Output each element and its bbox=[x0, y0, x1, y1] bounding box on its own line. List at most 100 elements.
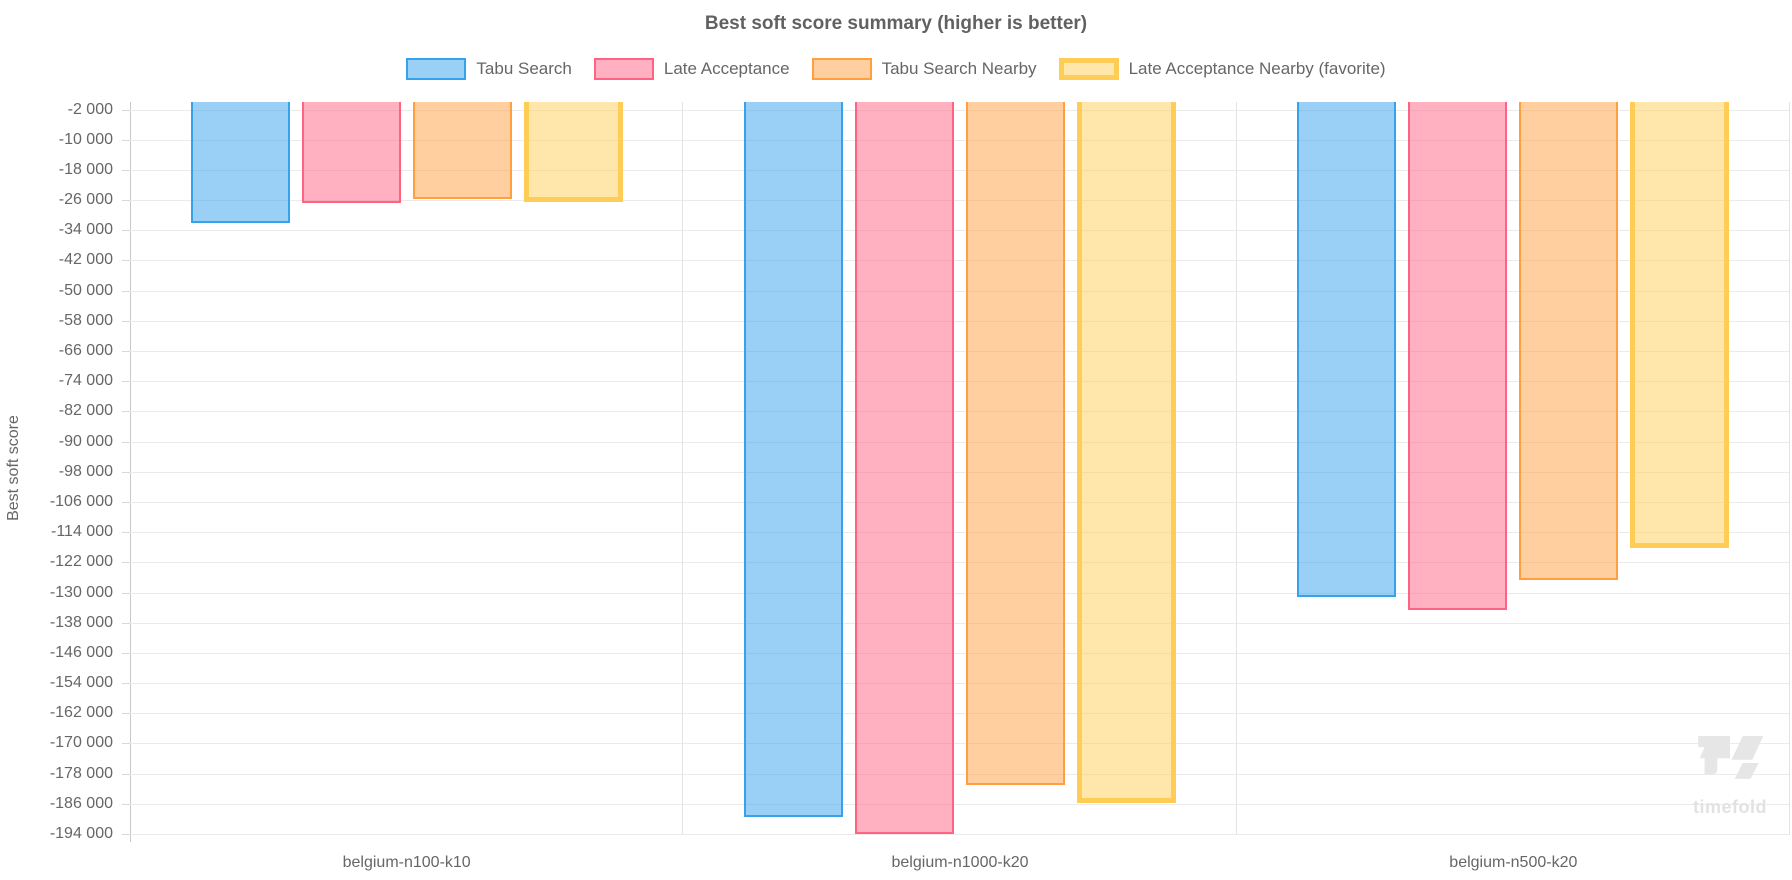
y-tick-label: -138 000 bbox=[49, 613, 113, 631]
y-tick-mark bbox=[122, 683, 130, 685]
legend-swatch-tabu-search-nearby bbox=[811, 58, 872, 80]
y-tick-label: -42 000 bbox=[58, 251, 113, 269]
y-gridline bbox=[130, 743, 1790, 745]
category-label-belgium-n100-k10: belgium-n100-k10 bbox=[342, 854, 471, 871]
y-gridline bbox=[130, 713, 1790, 715]
y-gridline bbox=[130, 290, 1790, 292]
y-tick-mark bbox=[122, 803, 130, 805]
bar-tabu-search-belgium-n1000-k20[interactable] bbox=[743, 102, 843, 818]
legend-label-tabu-search: Tabu Search bbox=[476, 59, 572, 78]
y-gridline bbox=[130, 683, 1790, 685]
chart-title: Best soft score summary (higher is bette… bbox=[704, 13, 1088, 34]
y-tick-label: -122 000 bbox=[49, 553, 113, 571]
y-tick-mark bbox=[122, 743, 130, 745]
y-gridline bbox=[130, 260, 1790, 262]
y-tick-label: -90 000 bbox=[58, 432, 113, 450]
legend-label-tabu-search-nearby: Tabu Search Nearby bbox=[881, 59, 1037, 78]
y-gridline bbox=[130, 230, 1790, 232]
y-gridline bbox=[130, 773, 1790, 775]
y-tick-mark bbox=[122, 532, 130, 534]
bar-tabu-search-nearby-belgium-n500-k20[interactable] bbox=[1519, 102, 1619, 581]
y-tick-label: -186 000 bbox=[49, 794, 113, 812]
y-gridline bbox=[130, 803, 1790, 805]
y-tick-mark bbox=[122, 713, 130, 715]
y-tick-label: -170 000 bbox=[49, 734, 113, 752]
y-tick-label: -82 000 bbox=[58, 402, 113, 420]
bar-late-acceptance-nearby-favorite-belgium-n100-k10[interactable] bbox=[523, 102, 623, 202]
watermark-text: timefold bbox=[1693, 797, 1767, 817]
y-tick-label: -18 000 bbox=[58, 160, 113, 178]
y-tick-label: -114 000 bbox=[51, 523, 113, 541]
watermark: timefold bbox=[1688, 728, 1772, 818]
y-tick-mark bbox=[122, 290, 130, 292]
y-tick-mark bbox=[122, 260, 130, 262]
legend-label-late-acceptance: Late Acceptance bbox=[663, 59, 790, 78]
plot-right-border bbox=[1789, 102, 1790, 834]
y-gridline bbox=[130, 169, 1790, 171]
y-tick-label: -106 000 bbox=[49, 492, 113, 510]
timefold-logo-icon bbox=[1698, 735, 1764, 779]
legend-item-late-acceptance[interactable]: Late Acceptance bbox=[593, 58, 790, 80]
bar-late-acceptance-belgium-n100-k10[interactable] bbox=[301, 102, 401, 204]
y-gridline bbox=[130, 411, 1790, 413]
y-tick-label: -98 000 bbox=[58, 462, 113, 480]
legend-item-tabu-search-nearby[interactable]: Tabu Search Nearby bbox=[811, 58, 1037, 80]
y-tick-label: -146 000 bbox=[49, 643, 113, 661]
y-tick-mark bbox=[122, 652, 130, 654]
y-gridline bbox=[130, 320, 1790, 322]
bar-tabu-search-nearby-belgium-n1000-k20[interactable] bbox=[966, 102, 1066, 785]
y-axis-title: Best soft score bbox=[5, 415, 22, 521]
y-tick-label: -2 000 bbox=[67, 100, 113, 118]
category-label-belgium-n1000-k20: belgium-n1000-k20 bbox=[891, 854, 1029, 871]
y-gridline bbox=[130, 441, 1790, 443]
y-tick-label: -10 000 bbox=[58, 130, 113, 148]
y-tick-mark bbox=[122, 320, 130, 322]
y-gridline bbox=[130, 592, 1790, 594]
category-separator bbox=[1235, 102, 1237, 834]
y-gridline bbox=[130, 652, 1790, 654]
y-tick-label: -162 000 bbox=[49, 704, 113, 722]
y-tick-mark bbox=[122, 834, 130, 835]
y-tick-mark bbox=[122, 381, 130, 383]
y-tick-mark bbox=[122, 139, 130, 141]
bar-tabu-search-belgium-n100-k10[interactable] bbox=[190, 102, 290, 224]
legend-swatch-late-acceptance-nearby-favorite bbox=[1058, 58, 1119, 80]
y-tick-label: -178 000 bbox=[49, 764, 113, 782]
y-tick-label: -58 000 bbox=[58, 311, 113, 329]
y-tick-mark bbox=[122, 230, 130, 232]
legend-swatch-late-acceptance bbox=[593, 58, 654, 80]
y-tick-label: -194 000 bbox=[49, 825, 113, 842]
legend-item-late-acceptance-nearby-favorite[interactable]: Late Acceptance Nearby (favorite) bbox=[1058, 58, 1386, 80]
y-tick-mark bbox=[122, 501, 130, 503]
y-tick-label: -66 000 bbox=[58, 342, 113, 360]
y-gridline bbox=[130, 471, 1790, 473]
y-tick-mark bbox=[122, 562, 130, 564]
bar-late-acceptance-belgium-n500-k20[interactable] bbox=[1408, 102, 1508, 611]
y-tick-mark bbox=[122, 471, 130, 473]
category-separator bbox=[682, 102, 684, 834]
y-tick-mark bbox=[122, 773, 130, 775]
legend: Tabu Search Late Acceptance Tabu Search Ne… bbox=[0, 58, 1792, 80]
legend-item-tabu-search[interactable]: Tabu Search bbox=[406, 58, 572, 80]
bar-late-acceptance-nearby-favorite-belgium-n1000-k20[interactable] bbox=[1077, 102, 1177, 804]
bar-late-acceptance-nearby-favorite-belgium-n500-k20[interactable] bbox=[1630, 102, 1730, 549]
y-gridline bbox=[130, 532, 1790, 534]
y-tick-label: -74 000 bbox=[58, 372, 113, 390]
y-tick-label: -26 000 bbox=[58, 191, 113, 209]
y-tick-label: -154 000 bbox=[49, 674, 113, 692]
bar-late-acceptance-belgium-n1000-k20[interactable] bbox=[854, 102, 954, 834]
y-tick-mark bbox=[122, 351, 130, 353]
y-gridline bbox=[130, 501, 1790, 503]
y-tick-mark bbox=[122, 411, 130, 413]
legend-label-late-acceptance-nearby-favorite: Late Acceptance Nearby (favorite) bbox=[1128, 59, 1386, 78]
y-tick-mark bbox=[122, 592, 130, 594]
y-tick-label: -50 000 bbox=[58, 281, 113, 299]
y-gridline bbox=[130, 562, 1790, 564]
y-gridline bbox=[130, 200, 1790, 202]
bar-tabu-search-nearby-belgium-n100-k10[interactable] bbox=[412, 102, 512, 200]
legend-swatch-tabu-search bbox=[406, 58, 467, 80]
bar-tabu-search-belgium-n500-k20[interactable] bbox=[1297, 102, 1397, 598]
y-tick-mark bbox=[122, 441, 130, 443]
y-gridline bbox=[130, 381, 1790, 383]
